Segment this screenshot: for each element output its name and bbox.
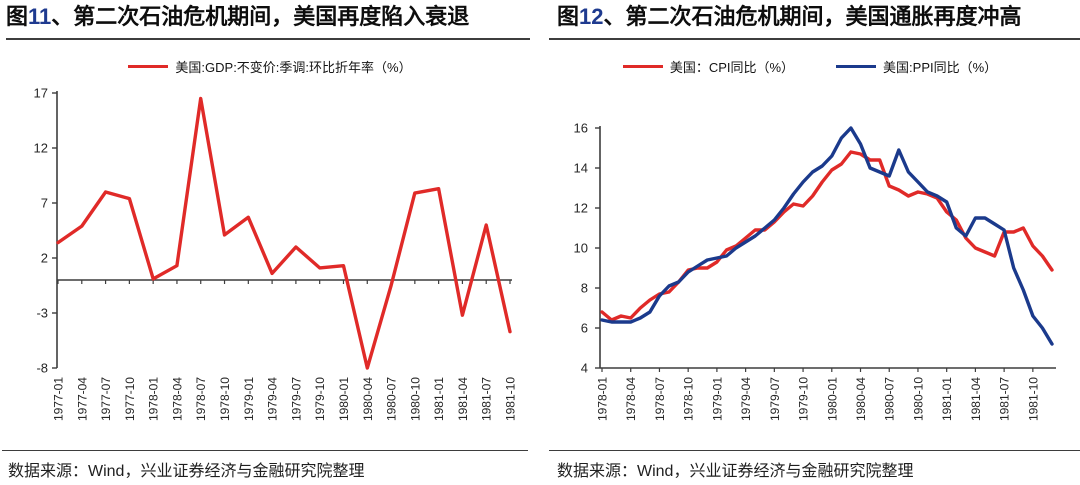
x-tick-label: 1978-10	[682, 377, 696, 421]
figure-12-number: 12	[579, 4, 604, 29]
x-tick-label: 1979-07	[289, 377, 303, 421]
y-tick-label: 8	[581, 281, 588, 296]
x-tick-label: 1980-07	[883, 377, 897, 421]
series-line-1	[600, 126, 1054, 346]
x-tick-label: 1981-07	[998, 377, 1012, 421]
x-tick-label: 1980-10	[408, 377, 422, 421]
x-tick-label: 1981-04	[969, 377, 983, 421]
x-tick-label: 1978-07	[194, 377, 208, 421]
x-tick-label: 1977-01	[52, 377, 66, 421]
ppi-legend-item: 美国:PPI同比（%）	[836, 57, 997, 76]
x-tick-label: 1978-01	[147, 377, 161, 421]
figure-11-number: 11	[28, 4, 52, 29]
gdp-legend-label: 美国:GDP:不变价:季调:环比折年率（%）	[175, 60, 412, 75]
y-tick-label: 14	[574, 161, 588, 176]
x-tick-label: 1977-07	[99, 377, 113, 421]
x-tick-label: 1978-07	[653, 377, 667, 421]
series-line-0	[600, 150, 1054, 322]
x-tick-label: 1980-01	[825, 377, 839, 421]
x-tick-label: 1978-01	[596, 377, 610, 421]
x-tick-label: 1979-10	[797, 377, 811, 421]
x-tick-label: 1981-10	[1026, 377, 1040, 421]
x-tick-label: 1980-04	[854, 377, 868, 421]
y-tick-label: 2	[41, 251, 48, 266]
figure-11-title-prefix: 图	[6, 4, 29, 29]
figure-12-panel: 图12、第二次石油危机期间，美国通胀再度冲高 美国：CPI同比（%） 美国:PP…	[540, 0, 1080, 485]
figure-11-panel: 图11、第二次石油危机期间，美国再度陷入衰退 美国:GDP:不变价:季调:环比折…	[0, 3, 540, 481]
figure-12-legend: 美国：CPI同比（%） 美国:PPI同比（%）	[540, 57, 1080, 76]
x-tick-label: 1979-07	[768, 377, 782, 421]
y-tick-label: -3	[36, 306, 48, 321]
figure-11-legend: 美国:GDP:不变价:季调:环比折年率（%）	[0, 57, 540, 76]
y-tick-label: 16	[574, 121, 588, 136]
cpi-legend-item: 美国：CPI同比（%）	[622, 57, 795, 76]
figure-12-title-text: 、第二次石油危机期间，美国通胀再度冲高	[603, 4, 1022, 29]
gdp-legend-item: 美国:GDP:不变价:季调:环比折年率（%）	[128, 57, 412, 76]
figure-12-title: 图12、第二次石油危机期间，美国通胀再度冲高	[549, 3, 1080, 40]
x-tick-label: 1978-04	[624, 377, 638, 421]
x-tick-label: 1979-01	[710, 377, 724, 421]
y-tick-label: 10	[574, 241, 588, 256]
x-tick-label: 1979-04	[739, 377, 753, 421]
figure-12-source-note: 数据来源：Wind，兴业证券经济与金融研究院整理	[549, 450, 1080, 481]
x-tick-label: 1980-01	[337, 377, 351, 421]
figure-11-source-note: 数据来源：Wind，兴业证券经济与金融研究院整理	[2, 450, 528, 481]
x-tick-label: 1978-04	[170, 377, 184, 421]
y-tick-label: -8	[36, 361, 48, 376]
x-tick-label: 1981-07	[480, 377, 494, 421]
x-tick-label: 1979-10	[313, 377, 327, 421]
y-tick-label: 4	[581, 361, 588, 376]
x-tick-label: 1977-10	[123, 377, 137, 421]
x-tick-label: 1980-10	[911, 377, 925, 421]
x-tick-label: 1981-01	[940, 377, 954, 421]
x-tick-label: 1980-04	[361, 377, 375, 421]
figure-11-title-text: 、第二次石油危机期间，美国再度陷入衰退	[51, 4, 470, 29]
x-tick-label: 1981-04	[456, 377, 470, 421]
y-tick-label: 12	[574, 201, 588, 216]
cpi-legend-label: 美国：CPI同比（%）	[669, 60, 795, 75]
x-tick-label: 1979-04	[266, 377, 280, 421]
ppi-legend-label: 美国:PPI同比（%）	[883, 60, 998, 75]
y-tick-label: 6	[581, 321, 588, 336]
figure-12-title-prefix: 图	[557, 4, 580, 29]
ppi-line-swatch	[836, 64, 877, 69]
x-tick-label: 1979-01	[242, 377, 256, 421]
gdp-line-chart: 17 12 7 2 -3 -8 1977-01 1977-04 1977-07 1977-10 19…	[34, 86, 518, 422]
x-tick-label: 1981-01	[432, 377, 446, 421]
y-tick-label: 12	[34, 141, 48, 156]
y-tick-label: 7	[41, 196, 48, 211]
x-tick-label: 1978-10	[218, 377, 232, 421]
x-tick-label: 1981-10	[504, 377, 518, 421]
x-tick-label: 1977-04	[75, 377, 89, 421]
x-tick-label: 1980-07	[385, 377, 399, 421]
series-line-0	[56, 96, 512, 370]
y-tick-label: 17	[34, 86, 48, 101]
inflation-line-chart: 16 14 12 10 8 6 4 1978-01 1978-04 1978-07 1978-10 1…	[574, 121, 1056, 421]
cpi-line-swatch	[622, 64, 663, 69]
figure-11-title: 图11、第二次石油危机期间，美国再度陷入衰退	[6, 3, 530, 40]
gdp-line-swatch	[128, 64, 169, 69]
